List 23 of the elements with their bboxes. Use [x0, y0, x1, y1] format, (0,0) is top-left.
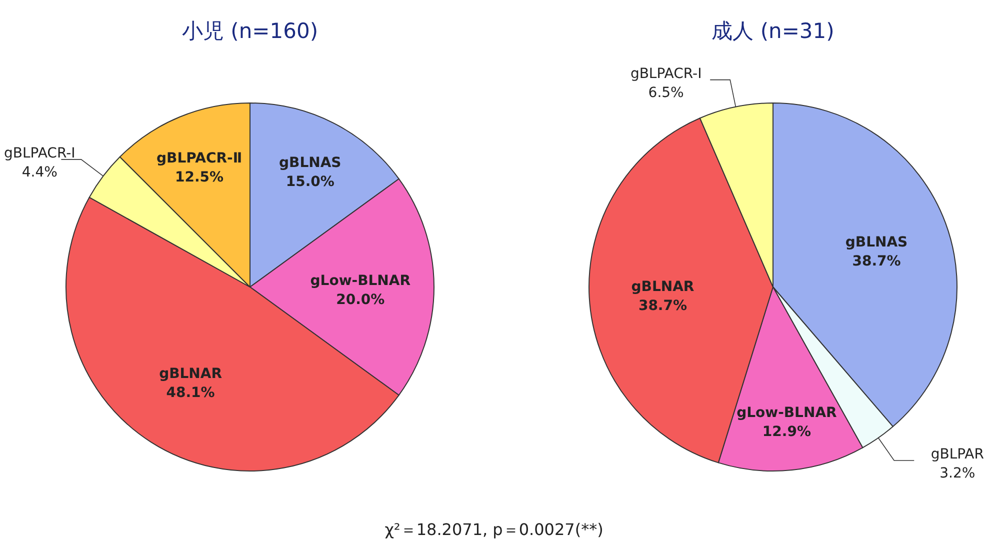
data-label: 20.0% — [336, 292, 385, 308]
data-label: 12.5% — [175, 170, 224, 186]
slice-label: gBLPACR-Ⅱ — [156, 150, 242, 167]
data-label: 12.9% — [762, 424, 811, 440]
slice-label: gLow-BLNAR — [310, 273, 411, 289]
chart-title: 小児 (n=160) — [182, 19, 318, 43]
data-label: 6.5% — [648, 84, 684, 101]
text: χ²＝18.2071, p＝0.0027(**) — [384, 520, 604, 539]
slice-label: gBLPAR — [930, 446, 984, 462]
slice-label: gBLNAS — [845, 234, 908, 251]
data-label: 4.4% — [22, 164, 58, 180]
data-label: 3.2% — [940, 466, 976, 482]
slice-label: gBLPACR-Ⅰ — [630, 66, 702, 82]
slice-label: gLow-BLNAR — [736, 404, 838, 421]
data-label: 15.0% — [286, 174, 334, 190]
slice-label: gBLNAR — [631, 278, 694, 295]
data-label: 38.7% — [638, 298, 688, 314]
slice-label: gBLNAS — [279, 154, 342, 171]
data-label: 48.1% — [166, 385, 215, 402]
chart-title: 成人 (n=31) — [712, 19, 834, 43]
slice-label: gBLNAR — [159, 366, 222, 382]
slice-label: gBLPACR-Ⅰ — [4, 145, 76, 162]
data-label: 38.7% — [852, 254, 901, 270]
